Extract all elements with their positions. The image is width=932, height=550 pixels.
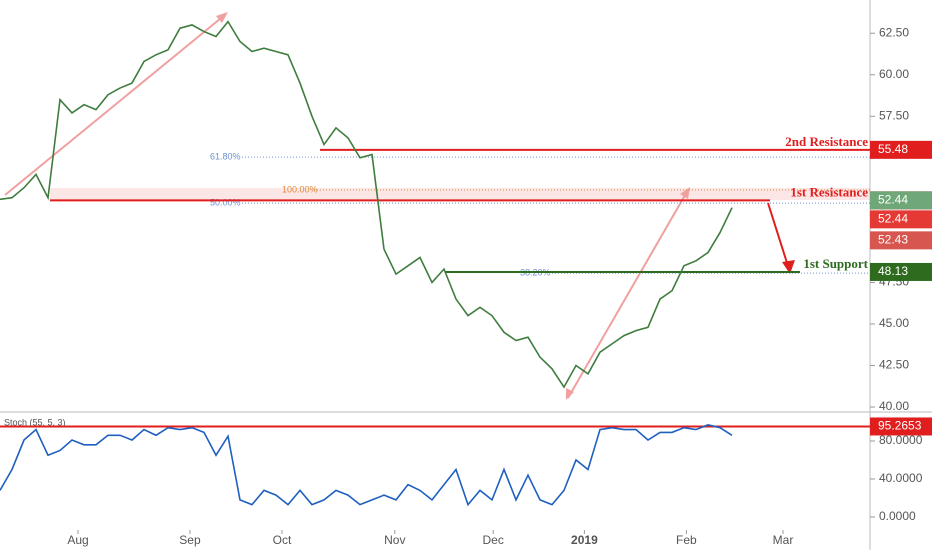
price-tag	[870, 262, 932, 281]
resistance-zone	[50, 188, 870, 200]
y-tick-label: 45.00	[879, 316, 909, 330]
fib-label: 50.00%	[210, 198, 241, 208]
price-tag	[870, 191, 932, 210]
y-tick-label: 62.50	[879, 25, 909, 39]
x-tick-label: Sep	[179, 533, 201, 547]
indicator-title: Stoch (55, 5, 3)	[4, 417, 66, 427]
price-tag	[870, 210, 932, 229]
forecast-arrow	[767, 202, 789, 267]
arrow-head	[566, 388, 574, 400]
arrow-head	[782, 260, 795, 274]
price-tag-label: 48.13	[878, 264, 908, 278]
x-tick-label: Feb	[676, 533, 697, 547]
price-tag	[870, 417, 932, 436]
y-tick-label: 40.0000	[879, 471, 923, 485]
trend-arrow	[4, 13, 227, 196]
x-tick-label: Mar	[773, 533, 794, 547]
level-label: 2nd Resistance	[785, 134, 868, 149]
price-tag-label: 55.48	[878, 142, 908, 156]
x-tick-label: Dec	[483, 533, 504, 547]
series-line	[0, 20, 733, 389]
y-tick-label: 80.0000	[879, 433, 923, 447]
arrow-head	[680, 187, 690, 199]
series-line	[0, 423, 733, 507]
x-tick-label: 2019	[571, 533, 598, 547]
y-tick-label: 60.00	[879, 67, 909, 81]
y-tick-label: 57.50	[879, 108, 909, 122]
level-label: 1st Resistance	[790, 184, 868, 199]
y-tick-label: 0.0000	[879, 509, 916, 523]
y-tick-label: 40.00	[879, 399, 909, 413]
x-tick-label: Aug	[67, 533, 88, 547]
arrow-head	[216, 12, 228, 23]
fib-label: 61.80%	[210, 152, 241, 162]
x-tick-label: Nov	[384, 533, 405, 547]
price-tag-label: 52.44	[878, 212, 908, 226]
price-tag	[870, 140, 932, 159]
price-tag-label: 52.43	[878, 233, 908, 247]
y-tick-label: 42.50	[879, 358, 909, 372]
level-label: 1st Support	[803, 256, 868, 271]
trend-arrow	[567, 189, 689, 399]
x-tick-label: Oct	[273, 533, 292, 547]
price-tag-label: 95.2653	[878, 419, 922, 433]
price-tag-label: 52.44	[878, 193, 908, 207]
price-tag	[870, 231, 932, 250]
fib-label: 100.00%	[282, 184, 318, 194]
